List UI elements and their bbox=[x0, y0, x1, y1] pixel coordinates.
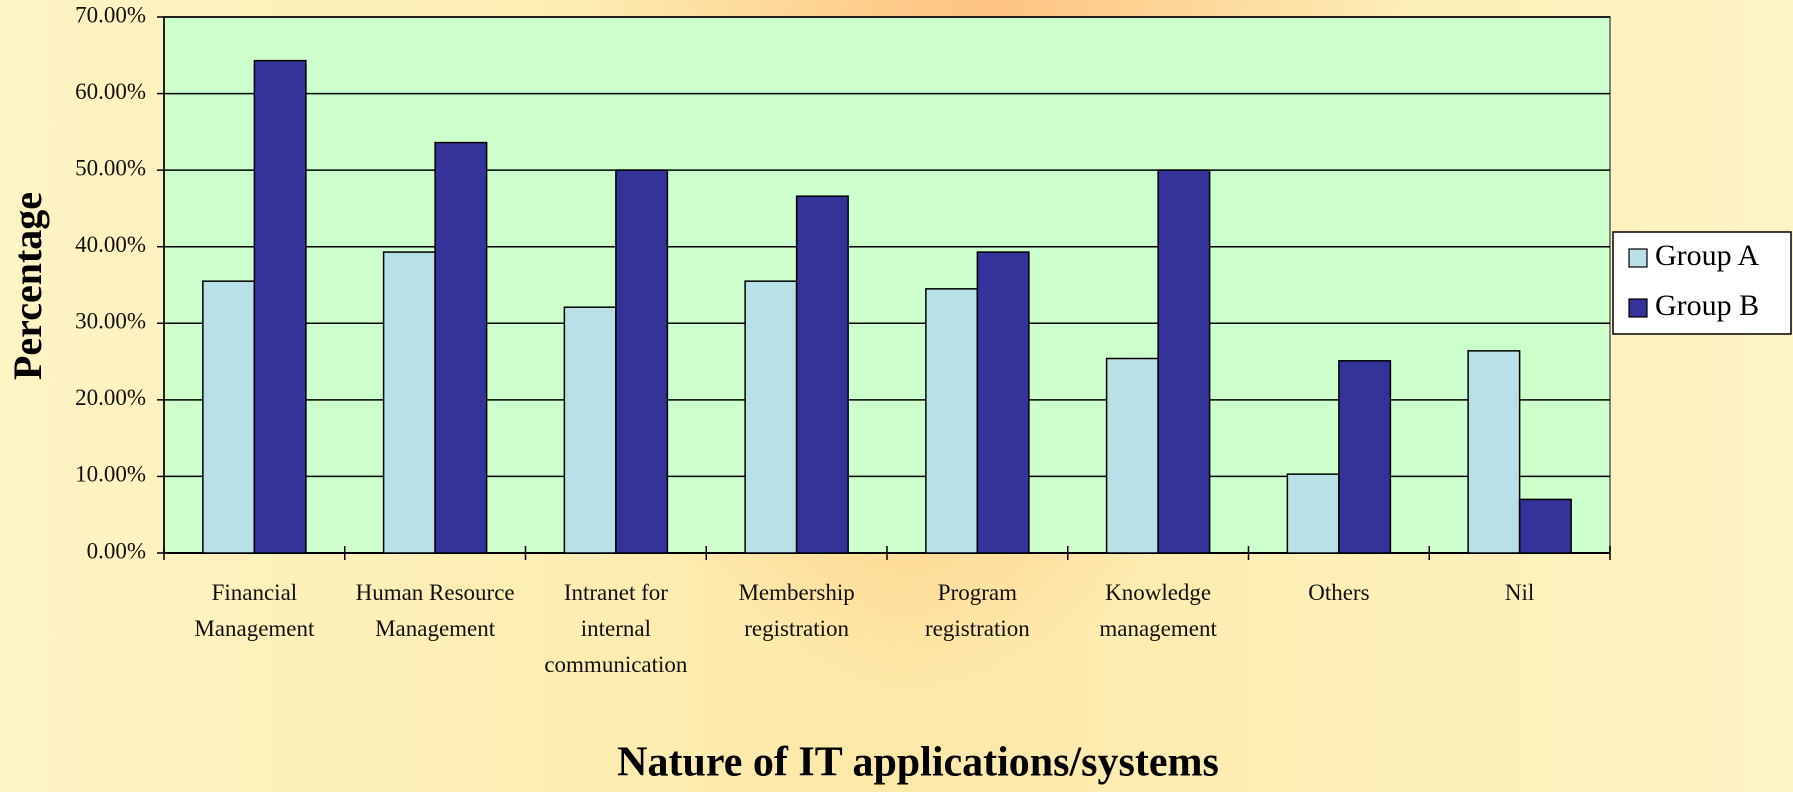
x-tick-label: Membership registration bbox=[738, 580, 855, 641]
x-tick-label: Knowledge management bbox=[1099, 580, 1217, 641]
y-axis-title: Percentage bbox=[5, 192, 50, 380]
bar bbox=[382, 251, 436, 554]
bar bbox=[744, 280, 798, 554]
y-tick-label: 10.00% bbox=[75, 462, 146, 487]
y-tick-label: 50.00% bbox=[75, 155, 146, 180]
bar bbox=[1467, 350, 1521, 554]
x-tick-label: Others bbox=[1308, 580, 1370, 605]
bar bbox=[563, 306, 617, 554]
bar bbox=[615, 169, 669, 554]
bar bbox=[434, 141, 488, 554]
x-tick-label: Human Resource Management bbox=[355, 580, 515, 641]
bar bbox=[253, 59, 307, 554]
y-tick-label: 0.00% bbox=[87, 538, 146, 563]
bar bbox=[925, 288, 979, 554]
y-tick-label: 60.00% bbox=[75, 79, 146, 104]
bar bbox=[202, 280, 256, 554]
bar bbox=[976, 251, 1030, 554]
bar bbox=[1338, 360, 1392, 554]
x-tick-label: Nil bbox=[1504, 580, 1535, 605]
bar bbox=[1157, 169, 1211, 554]
bar bbox=[1105, 357, 1159, 554]
x-tick-label: Intranet for internal communication bbox=[544, 580, 688, 677]
legend-label: Group A bbox=[1655, 239, 1760, 272]
bar bbox=[1518, 498, 1572, 554]
x-tick-label: Financial Management bbox=[194, 580, 315, 641]
plot-area bbox=[163, 16, 1611, 554]
y-tick-label: 30.00% bbox=[75, 309, 146, 334]
x-axis-title: Nature of IT applications/systems bbox=[617, 740, 1219, 786]
legend-label: Group B bbox=[1655, 289, 1759, 322]
y-tick-label: 40.00% bbox=[75, 232, 146, 257]
x-tick-label: Program registration bbox=[925, 580, 1030, 641]
y-tick-label: 70.00% bbox=[75, 2, 146, 27]
y-tick-label: 20.00% bbox=[75, 385, 146, 410]
bar bbox=[1286, 473, 1340, 554]
bar bbox=[795, 195, 849, 554]
legend-swatch bbox=[1628, 298, 1648, 318]
legend-swatch bbox=[1628, 248, 1648, 268]
